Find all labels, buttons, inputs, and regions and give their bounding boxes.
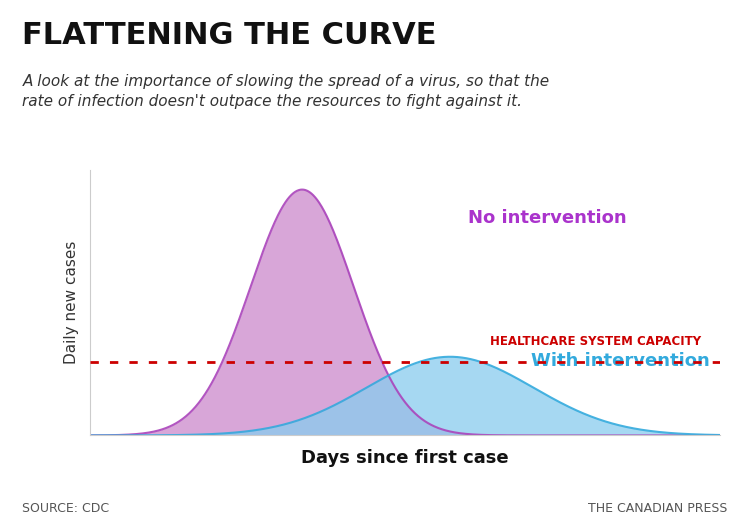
Text: HEALTHCARE SYSTEM CAPACITY: HEALTHCARE SYSTEM CAPACITY (490, 335, 701, 348)
Text: No intervention: No intervention (468, 209, 627, 227)
Y-axis label: Daily new cases: Daily new cases (64, 241, 79, 364)
Text: With intervention: With intervention (531, 352, 710, 370)
Text: THE CANADIAN PRESS: THE CANADIAN PRESS (588, 502, 728, 515)
Text: SOURCE: CDC: SOURCE: CDC (22, 502, 110, 515)
Text: A look at the importance of slowing the spread of a virus, so that the
rate of i: A look at the importance of slowing the … (22, 74, 550, 109)
Text: FLATTENING THE CURVE: FLATTENING THE CURVE (22, 21, 437, 50)
X-axis label: Days since first case: Days since first case (302, 449, 508, 467)
